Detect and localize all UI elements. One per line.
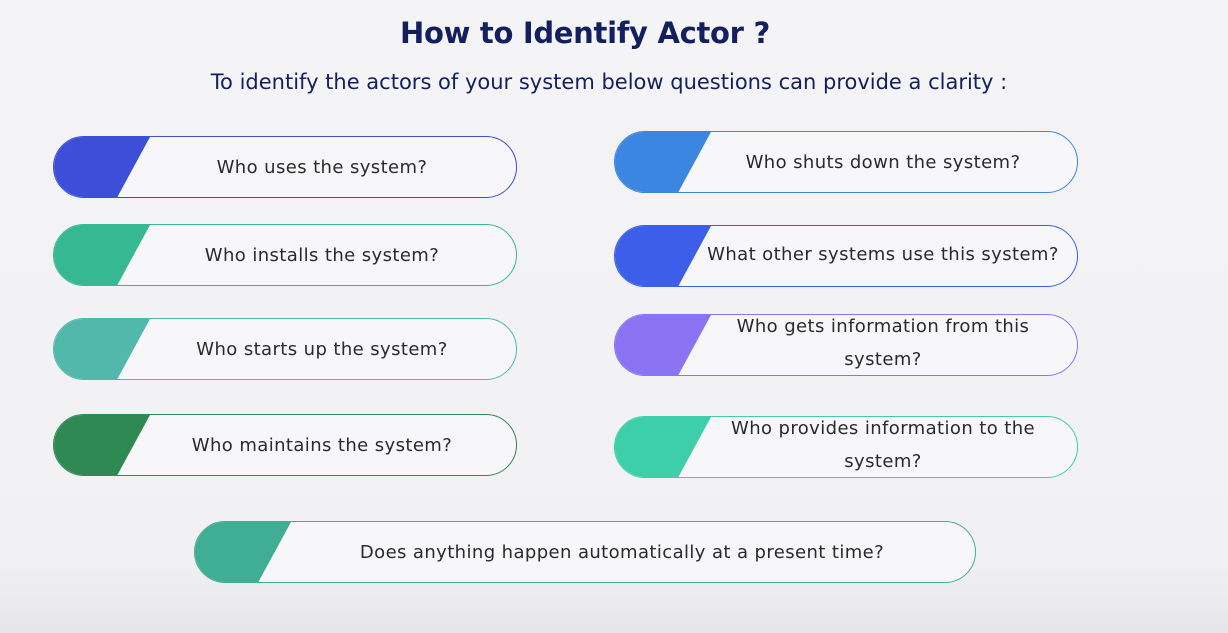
question-pill-maintains: Who maintains the system?	[53, 414, 517, 476]
question-text: Who starts up the system?	[196, 338, 448, 360]
question-pill-automatic: Does anything happen automatically at a …	[194, 521, 976, 583]
question-text: What other systems use this system?	[707, 243, 1059, 265]
question-pill-starts-up: Who starts up the system?	[53, 318, 517, 380]
pill-accent-tab	[615, 132, 711, 192]
pill-accent-tab	[54, 319, 150, 379]
question-pill-provides-information: Who provides information to the system?	[614, 416, 1078, 478]
pill-accent-tab	[54, 225, 150, 285]
question-text: Who maintains the system?	[191, 434, 453, 456]
pill-accent-tab	[54, 137, 150, 197]
pill-accent-tab	[615, 315, 711, 375]
question-text: Who uses the system?	[216, 156, 428, 178]
pill-accent-tab	[54, 415, 150, 475]
question-text: Who provides information to the system?	[731, 418, 1035, 472]
pill-accent-tab	[615, 226, 711, 286]
question-pill-uses: Who uses the system?	[53, 136, 517, 198]
question-text: Who shuts down the system?	[745, 151, 1021, 173]
page-title: How to Identify Actor ?	[400, 16, 770, 50]
question-pill-installs: Who installs the system?	[53, 224, 517, 286]
page-subtitle: To identify the actors of your system be…	[210, 70, 1008, 94]
question-text: Who installs the system?	[204, 244, 440, 266]
question-pill-gets-information: Who gets information from this system?	[614, 314, 1078, 376]
question-pill-shuts-down: Who shuts down the system?	[614, 131, 1078, 193]
question-text: Who gets information from this system?	[736, 316, 1030, 370]
pill-accent-tab	[195, 522, 291, 582]
question-pill-other-systems: What other systems use this system?	[614, 225, 1078, 287]
pill-accent-tab	[615, 417, 711, 477]
question-text: Does anything happen automatically at a …	[359, 541, 885, 563]
